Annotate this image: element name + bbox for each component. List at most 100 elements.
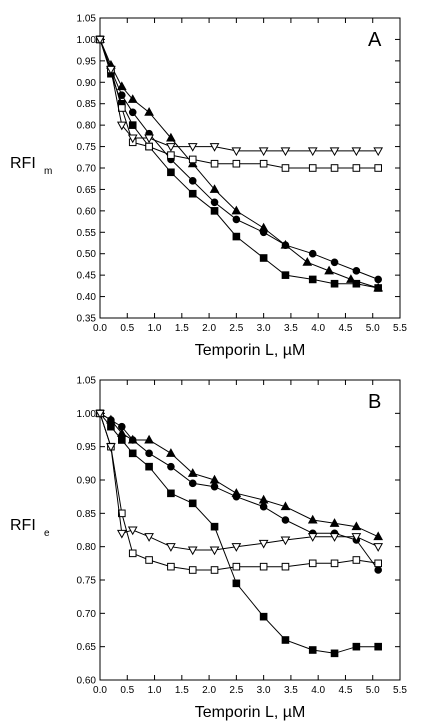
y-tick-label-a: 0.85 (77, 99, 97, 110)
x-tick-label-b: 0.5 (120, 685, 134, 696)
data-point-open-square-b (330, 559, 339, 568)
data-point-filled-circle-a (330, 258, 339, 267)
data-point-filled-square-b (259, 612, 268, 621)
data-point-filled-triangle-b (144, 434, 154, 444)
data-point-open-triangle-down-a (209, 143, 220, 152)
chart-panel-a: 0.35 0.40 0.45 0.50 0.55 0.60 0.65 0.70 0.75 0.80… (10, 14, 407, 360)
data-point-filled-triangle-b (373, 531, 384, 541)
data-point-open-square-b (308, 559, 317, 568)
data-point-open-square-a (210, 159, 219, 168)
data-point-filled-circle-b (259, 502, 268, 511)
y-tick-label-a: 0.50 (77, 249, 97, 260)
x-tick-label-b: 0.0 (93, 685, 107, 696)
data-point-open-square-a (167, 151, 175, 159)
y-tick-label-a: 0.65 (77, 185, 97, 196)
data-point-filled-triangle-b (307, 514, 318, 524)
data-point-filled-circle-b (210, 482, 219, 491)
data-point-open-triangle-down-a (95, 35, 105, 45)
data-point-open-triangle-down-b (258, 539, 269, 549)
y-axis-title-main-a: RFI (10, 155, 36, 172)
x-tick-label-a: 5.5 (393, 323, 407, 334)
y-tick-label-a: 0.80 (77, 121, 97, 132)
data-point-open-square-a (259, 159, 268, 168)
data-point-open-square-a (352, 164, 361, 172)
chart-panel-b: 0.600.650.700.750.800.850.900.951.001.05… (10, 376, 407, 722)
data-point-open-square-b (210, 566, 219, 574)
x-tick-label-a: 0.0 (93, 323, 107, 334)
data-point-open-square-a (281, 164, 290, 172)
data-point-filled-triangle-b (187, 468, 198, 477)
x-tick-label-a: 4.0 (311, 323, 325, 334)
data-point-filled-square-a (232, 232, 241, 241)
y-tick-label-a: 0.55 (77, 228, 97, 239)
data-point-filled-square-b (107, 422, 115, 431)
panel-label-a: A (368, 29, 382, 51)
data-point-filled-circle-a (352, 267, 361, 275)
y-tick-label-a: 0.60 (77, 206, 97, 217)
x-axis-a: 0.0 0.5 1.0 1.5 2.0 2.5 3.0 3.5 4.0 4.5 5.0 5.5 (93, 18, 407, 334)
data-point-open-square-a (145, 142, 153, 151)
y-tick-label-b: 0.60 (77, 676, 97, 687)
series-line-open-triangle-down-b (99, 413, 379, 551)
data-point-filled-square-b (167, 489, 175, 498)
data-point-open-square-a (232, 159, 241, 168)
x-tick-label-a: 2.0 (202, 323, 216, 334)
x-tick-label-b: 1.0 (148, 685, 162, 696)
data-point-filled-circle-b (145, 449, 153, 458)
data-point-open-triangle-down-b (166, 543, 176, 552)
data-point-open-triangle-down-a (187, 143, 198, 152)
data-point-filled-triangle-a (166, 132, 176, 142)
data-point-open-triangle-down-a (166, 143, 176, 152)
y-tick-label-b: 0.65 (77, 642, 97, 653)
data-point-filled-square-b (308, 646, 317, 654)
data-point-open-triangle-down-b (329, 533, 340, 542)
x-tick-label-a: 2.5 (229, 323, 243, 334)
data-point-open-square-a (330, 164, 339, 172)
data-point-filled-circle-b (374, 566, 382, 574)
data-point-open-triangle-down-b (351, 533, 362, 542)
data-point-open-triangle-down-b (231, 543, 242, 552)
data-point-open-triangle-down-a (280, 147, 291, 157)
data-point-open-triangle-down-b (127, 526, 138, 536)
data-point-open-triangle-down-b (307, 533, 318, 542)
y-axis-title-subscript-b: e (44, 528, 50, 539)
data-point-open-triangle-down-b (280, 536, 291, 546)
y-tick-label-b: 0.75 (77, 576, 97, 587)
y-tick-label-a: 0.90 (77, 78, 97, 89)
y-axis-title-b: RFI e (10, 517, 50, 539)
data-point-filled-square-b (188, 499, 197, 508)
y-tick-label-a: 0.40 (77, 292, 97, 303)
data-point-open-triangle-down-b (187, 546, 198, 556)
data-point-open-triangle-down-b (106, 443, 116, 452)
series-group-a (95, 34, 384, 292)
data-point-open-triangle-down-b (373, 543, 384, 552)
y-tick-label-a: 1.00 (77, 35, 97, 46)
data-point-filled-square-b (374, 642, 382, 651)
series-group-b (95, 408, 384, 658)
y-axis-title-a: RFI m (10, 155, 52, 177)
data-point-open-triangle-down-b (144, 533, 154, 542)
data-point-open-square-b (259, 562, 268, 571)
data-point-open-square-a (188, 155, 197, 164)
data-point-filled-circle-b (128, 436, 137, 444)
data-point-open-square-b (145, 556, 153, 564)
y-tick-label-b: 0.85 (77, 509, 97, 520)
y-tick-label-b: 0.80 (77, 542, 97, 553)
x-axis-b: 0.0 0.5 1.0 1.5 2.0 2.5 3.0 3.5 4.0 4.5 5.0 5.5 (93, 380, 407, 696)
data-point-filled-square-a (210, 207, 219, 215)
x-tick-label-b: 1.5 (175, 685, 189, 696)
x-tick-label-b: 4.5 (339, 685, 353, 696)
data-point-filled-circle-b (107, 416, 115, 424)
y-tick-label-b: 0.70 (77, 609, 97, 620)
data-point-filled-circle-a (232, 215, 241, 224)
data-point-filled-circle-a (308, 249, 317, 258)
data-point-filled-triangle-a (144, 107, 154, 116)
x-axis-title-a: Temporin L, µM (195, 342, 306, 359)
data-point-filled-square-b (128, 449, 137, 458)
data-point-filled-triangle-b (166, 448, 176, 457)
data-point-open-square-b (128, 549, 137, 558)
series-line-filled-circle-a (99, 39, 379, 280)
data-point-open-triangle-down-b (116, 529, 127, 539)
y-tick-label-a: 0.75 (77, 142, 97, 153)
